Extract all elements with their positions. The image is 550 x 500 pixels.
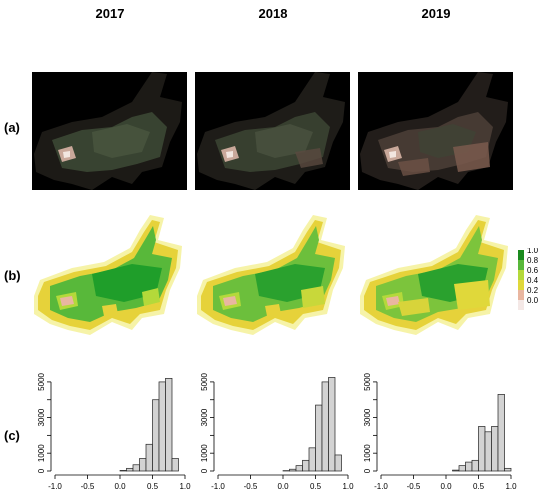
ndvi-map-2017 [34,215,182,335]
histogram-2018: -1.0 -0.5 0.0 0.5 1.0 0 1000 3000 5000 [200,372,354,491]
y-tick-label: 0 [200,468,209,473]
histogram-bar [321,381,329,472]
row-label-a: (a) [4,120,20,135]
x-tick-label: -1.0 [374,482,388,491]
y-tick-label: 1000 [200,444,209,462]
histogram-bar [139,458,147,472]
histogram-bar [308,447,316,472]
y-tick-label: 3000 [363,408,372,426]
histogram-bar [126,467,134,472]
histogram-bar [465,461,473,472]
ndvi-map-2019 [360,215,508,335]
histogram-bar [171,458,179,472]
y-tick-label: 0 [37,468,46,473]
histogram-bar [478,426,486,472]
histogram-bar [165,377,173,472]
x-tick-label: 1.0 [505,482,517,491]
x-tick-label: -0.5 [81,482,95,491]
x-tick-label: 0.5 [147,482,159,491]
histogram-bar [289,468,297,472]
histogram-2019: -1.0 -0.5 0.0 0.5 1.0 0 1000 3000 5000 [363,372,517,491]
histogram-bar [328,377,336,472]
ndvi-map-2018 [197,215,345,335]
legend-swatch [518,290,524,300]
histogram-bar [119,470,127,472]
row-label-b: (b) [4,268,21,283]
histogram-bar [484,431,492,472]
y-tick-label: 3000 [37,408,46,426]
year-header-2018: 2018 [258,6,288,21]
x-tick-label: -0.5 [244,482,258,491]
histogram-bar [158,381,166,472]
legend-swatch [518,270,524,280]
legend-label: 0.8 [527,256,539,265]
year-header-2019: 2019 [421,6,451,21]
y-tick-label: 1000 [363,444,372,462]
x-tick-label: 0.5 [310,482,322,491]
x-tick-label: 1.0 [179,482,191,491]
histogram-bar [302,459,310,472]
legend-label: 1.0 [527,248,539,255]
histogram-bar [152,399,160,472]
histogram-bar [315,404,323,472]
histogram-bar [497,394,505,472]
histogram-bar [452,469,460,472]
legend-swatch [518,250,524,260]
x-tick-label: 0.0 [440,482,452,491]
legend-label: 0.6 [527,266,539,275]
rgb-image-2018 [195,72,350,190]
x-tick-label: 0.0 [114,482,126,491]
ndvi-colorbar-legend: 1.00.80.60.40.20.0 [518,248,539,310]
y-tick-label: 5000 [200,372,209,390]
x-tick-label: 0.5 [473,482,485,491]
year-header-2017: 2017 [95,6,125,21]
histogram-bar [295,465,303,472]
y-tick-label: 0 [363,468,372,473]
histogram-bar [471,459,479,472]
x-tick-label: -1.0 [211,482,225,491]
legend-label: 0.2 [527,286,539,295]
histogram-bar [334,454,342,472]
histogram-bar [504,467,512,472]
y-tick-label: 5000 [37,372,46,390]
row-label-c: (c) [4,428,20,443]
histogram-bar [132,464,140,472]
histogram-bar [458,465,466,472]
legend-label: 0.4 [527,276,539,285]
y-tick-label: 5000 [363,372,372,390]
y-tick-label: 3000 [200,408,209,426]
legend-swatch [518,280,524,290]
rgb-image-2017 [32,72,187,190]
y-tick-label: 1000 [37,444,46,462]
legend-swatch [518,300,524,310]
rgb-image-2019 [358,72,513,190]
histogram-bar [145,443,153,472]
histogram-2017: -1.0 -0.5 0.0 0.5 1.0 0 1000 3000 5000 [37,372,191,491]
x-tick-label: -1.0 [48,482,62,491]
x-tick-label: 0.0 [277,482,289,491]
x-tick-label: 1.0 [342,482,354,491]
histogram-bar [491,426,499,472]
legend-label: 0.0 [527,296,539,305]
legend-swatch [518,260,524,270]
x-tick-label: -0.5 [407,482,421,491]
